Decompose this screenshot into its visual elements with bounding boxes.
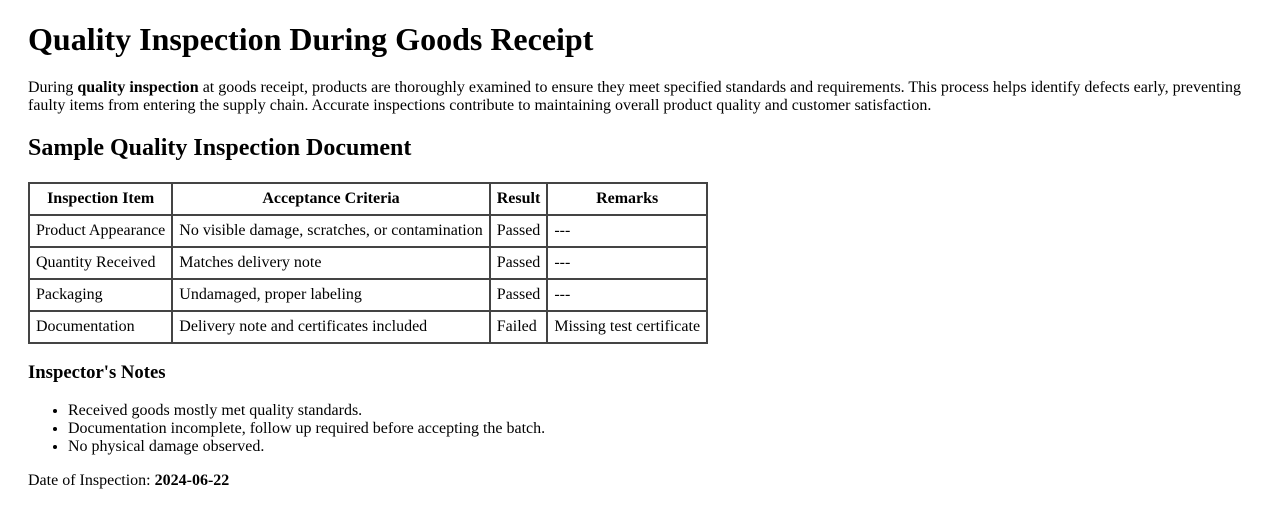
date-value: 2024-06-22 [154, 472, 230, 489]
table-row: Documentation Delivery note and certific… [27, 310, 709, 344]
table-cell: Quantity Received [27, 246, 174, 280]
table-cell: --- [546, 246, 709, 280]
notes-title: Inspector's Notes [28, 362, 166, 383]
intro-paragraph: During quality inspection at goods recei… [28, 79, 1250, 115]
notes-list: Received goods mostly met quality standa… [28, 402, 1250, 456]
inspection-table: Inspection Item Acceptance Criteria Resu… [27, 182, 709, 344]
table-cell: Documentation [27, 310, 174, 344]
table-cell: Passed [488, 246, 549, 280]
table-cell: Passed [488, 278, 549, 312]
header-cell: Acceptance Criteria [171, 182, 491, 216]
table-cell: Delivery note and certificates included [171, 310, 491, 344]
table-cell: Passed [488, 214, 549, 248]
page-title: Quality Inspection During Goods Receipt [28, 21, 594, 57]
intro-text: During [28, 79, 78, 96]
date-label: Date of Inspection: [28, 472, 155, 489]
header-cell: Result [488, 182, 549, 216]
list-item: Documentation incomplete, follow up requ… [68, 420, 1250, 438]
table-cell: Missing test certificate [546, 310, 709, 344]
header-cell: Remarks [546, 182, 709, 216]
table-header-row: Inspection Item Acceptance Criteria Resu… [27, 182, 709, 216]
intro-bold: quality inspection [77, 79, 199, 96]
table-cell: Matches delivery note [171, 246, 491, 280]
table-cell: --- [546, 214, 709, 248]
table-cell: Packaging [27, 278, 174, 312]
list-item: No physical damage observed. [68, 438, 1250, 456]
header-cell: Inspection Item [27, 182, 174, 216]
table-row: Quantity Received Matches delivery note … [27, 246, 709, 280]
table-cell: Undamaged, proper labeling [171, 278, 491, 312]
inspection-date: Date of Inspection: 2024-06-22 [28, 472, 1250, 490]
list-item: Received goods mostly met quality standa… [68, 402, 1250, 420]
table-row: Product Appearance No visible damage, sc… [27, 214, 709, 248]
table-cell: Product Appearance [27, 214, 174, 248]
table-row: Packaging Undamaged, proper labeling Pas… [27, 278, 709, 312]
intro-text: at goods receipt, products are thoroughl… [28, 79, 1242, 114]
section-title: Sample Quality Inspection Document [28, 135, 412, 161]
table-cell: No visible damage, scratches, or contami… [171, 214, 491, 248]
table-cell: Failed [488, 310, 549, 344]
table-cell: --- [546, 278, 709, 312]
